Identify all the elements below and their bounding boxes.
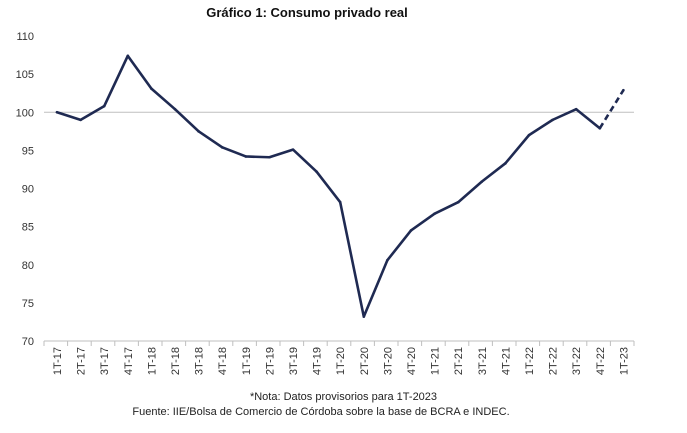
x-tick-label: 1T-18	[146, 347, 158, 375]
data-point	[126, 54, 130, 58]
x-tick-label: 3T-17	[99, 347, 111, 375]
x-tick-label: 4T-21	[500, 347, 512, 375]
x-tick-label: 1T-17	[52, 347, 64, 375]
x-tick-label: 1T-23	[618, 347, 630, 375]
series-layer	[55, 54, 625, 318]
data-point	[173, 107, 177, 111]
data-point	[55, 110, 59, 114]
y-tick-label: 105	[16, 69, 34, 81]
data-point	[220, 146, 224, 149]
y-axis-labels: 70 75 80 85 90 95 100 105 110	[16, 31, 34, 348]
x-tick-label: 4T-22	[595, 347, 607, 375]
y-tick-label: 80	[22, 260, 34, 272]
x-tick-label: 4T-17	[123, 347, 135, 375]
data-point	[197, 130, 200, 133]
x-tick-label: 2T-19	[264, 347, 276, 375]
x-tick-label: 4T-18	[217, 347, 229, 375]
x-tick-label: 3T-18	[194, 347, 206, 375]
y-tick-label: 70	[22, 336, 34, 348]
data-point	[362, 315, 366, 318]
chart-note: *Nota: Datos provisorios para 1T-2023	[249, 391, 438, 403]
x-tick-label: 4T-20	[406, 347, 418, 375]
y-tick-label: 110	[16, 31, 34, 43]
y-tick-label: 100	[16, 107, 34, 119]
y-tick-label: 95	[22, 145, 34, 157]
data-point	[480, 180, 484, 183]
data-point	[150, 87, 153, 90]
x-tick-label: 3T-21	[477, 347, 489, 375]
x-tick-label: 1T-21	[430, 347, 442, 375]
x-tick-label: 2T-17	[76, 347, 88, 375]
x-tick-label: 3T-20	[382, 347, 394, 375]
series-line-provisional	[598, 89, 625, 129]
data-point	[409, 229, 413, 232]
y-tick-label: 90	[22, 184, 34, 196]
x-tick-label: 4T-19	[312, 347, 324, 375]
chart-source: Fuente: IIE/Bolsa de Comercio de Córdoba…	[132, 406, 510, 418]
x-tick-label: 3T-19	[288, 347, 300, 375]
x-tick-label: 2T-22	[548, 347, 560, 375]
data-point	[386, 258, 389, 262]
data-point	[598, 126, 602, 130]
data-point	[268, 155, 271, 159]
data-point	[622, 88, 625, 92]
data-point	[551, 118, 554, 122]
data-point	[433, 212, 436, 215]
data-point	[338, 200, 342, 204]
data-point	[102, 104, 106, 108]
x-tick-label: 3T-22	[571, 347, 583, 375]
x-tick-label: 2T-20	[359, 347, 371, 375]
data-point	[574, 107, 578, 111]
data-point	[79, 118, 82, 122]
data-point	[504, 162, 507, 165]
x-axis: 1T-17 2T-17 3T-17 4T-17 1T-18 2T-18 3T-18 4T-18…	[43, 340, 635, 375]
data-point	[291, 148, 295, 151]
chart-title: Gráfico 1: Consumo privado real	[206, 5, 408, 20]
data-point	[244, 155, 248, 158]
data-point	[456, 200, 460, 204]
x-tick-label: 2T-21	[453, 347, 465, 375]
x-tick-label: 1T-19	[241, 347, 253, 375]
series-line	[55, 54, 602, 318]
data-point	[315, 170, 318, 174]
data-point	[527, 133, 531, 137]
x-tick-label: 1T-22	[524, 347, 536, 375]
x-tick-label: 2T-18	[170, 347, 182, 375]
y-tick-label: 85	[22, 222, 34, 234]
x-tick-label: 1T-20	[335, 347, 347, 375]
y-tick-label: 75	[22, 298, 34, 310]
